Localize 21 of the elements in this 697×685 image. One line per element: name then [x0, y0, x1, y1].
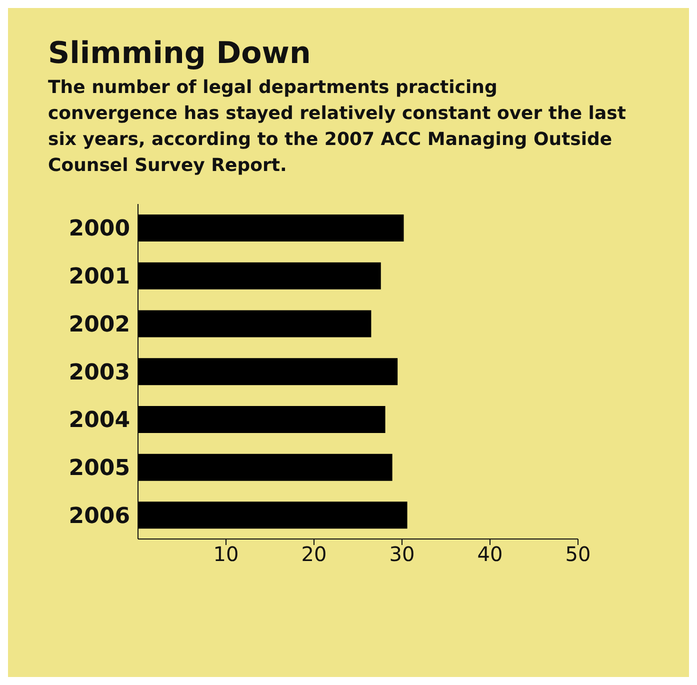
bar [138, 406, 386, 433]
bar [138, 502, 408, 529]
bar [138, 358, 398, 386]
y-tick-label: 2001 [68, 264, 130, 290]
y-tick-label: 2002 [68, 312, 130, 338]
x-tick-label: 20 [301, 542, 327, 566]
x-tick-label: 10 [213, 542, 239, 566]
chart-subtitle: The number of legal departments practicing convergence has stayed relatively constant over the last six years, according to the 2007 ACC Managing Outside Counsel Survey Report. [48, 76, 627, 178]
x-tick-label: 50 [565, 542, 591, 566]
bar [138, 262, 381, 290]
y-tick-label: 2000 [68, 216, 130, 242]
chart-title: Slimming Down [48, 36, 312, 71]
y-tick-label: 2005 [68, 456, 130, 482]
y-tick-label: 2003 [68, 360, 130, 386]
y-tick-label: 2004 [68, 408, 130, 434]
bar [138, 214, 404, 242]
bar [138, 310, 372, 338]
y-tick-label: 2006 [68, 504, 130, 529]
bar [138, 454, 392, 481]
x-tick-label: 30 [389, 542, 415, 566]
x-tick-label: 40 [477, 542, 503, 566]
